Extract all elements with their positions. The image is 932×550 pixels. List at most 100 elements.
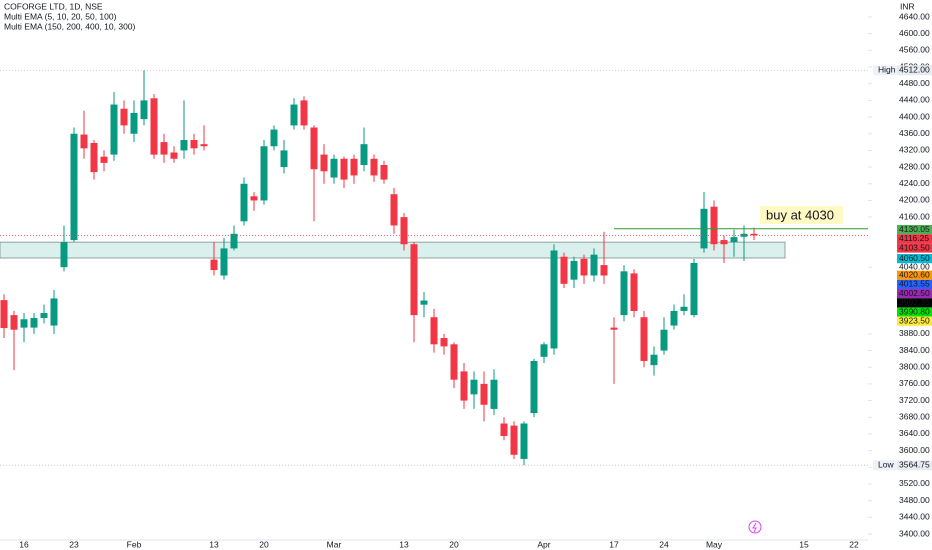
extreme-name-bg: [873, 65, 897, 76]
candle-body: [730, 237, 738, 243]
candle-body: [510, 425, 518, 455]
candle-body: [660, 329, 668, 351]
candle-body: [410, 244, 418, 316]
price-tag: [897, 254, 932, 264]
y-tick-label: 3720.00: [899, 395, 930, 405]
candle-body: [60, 242, 68, 268]
candle-body: [260, 146, 268, 201]
price-tag-label: 4060.50: [899, 253, 930, 263]
candle-body: [550, 250, 558, 349]
candle-body: [120, 108, 128, 126]
x-tick-label: Mar: [327, 539, 342, 549]
candle-body: [80, 134, 88, 149]
event-icon-bolt: [752, 522, 757, 533]
extreme-name: Low: [878, 460, 894, 470]
price-tag-label: 4020.60: [899, 269, 930, 279]
y-tick-label: 4040.00: [899, 261, 930, 271]
candle-body: [450, 344, 458, 380]
x-tick-label: 20: [259, 539, 269, 549]
price-tag: [897, 307, 932, 317]
candle-body: [140, 100, 148, 120]
extreme-value-bg: [897, 460, 932, 471]
currency-label: INR: [900, 1, 915, 11]
y-tick-label: 4240.00: [899, 178, 930, 188]
y-tick-label: 4320.00: [899, 145, 930, 155]
candle-body: [320, 154, 328, 172]
indicator-label: Multi EMA (150, 200, 400, 10, 300): [4, 21, 136, 31]
candle-body: [710, 206, 718, 245]
candle-body: [500, 423, 508, 437]
extreme-value: 4512.00: [899, 65, 930, 75]
candle-body: [400, 217, 408, 245]
candle-body: [110, 104, 118, 155]
x-tick-label: 17: [609, 539, 619, 549]
candle-body: [200, 144, 208, 147]
x-tick-label: 16: [19, 539, 29, 549]
candle-body: [20, 319, 28, 328]
candle-body: [40, 313, 48, 319]
y-tick-label: 4560.00: [899, 45, 930, 55]
annotation: buy at 4030: [766, 207, 834, 222]
candle-body: [480, 383, 488, 405]
y-tick-label: 4480.00: [899, 78, 930, 88]
x-tick-label: Apr: [537, 539, 550, 549]
candle-body: [90, 142, 98, 173]
x-tick-label: 15: [799, 539, 809, 549]
price-tag: [897, 243, 932, 253]
candle-body: [580, 258, 588, 276]
y-tick-label: 3480.00: [899, 495, 930, 505]
indicator-label: Multi EMA (5, 10, 20, 50, 100): [4, 11, 117, 21]
candle-body: [540, 344, 548, 357]
y-tick-label: 4360.00: [899, 128, 930, 138]
candle-body: [520, 423, 528, 459]
candle-body: [680, 306, 688, 311]
annotation-bg: [760, 206, 843, 224]
y-tick-label: 4640.00: [899, 11, 930, 21]
y-tick-label: 3800.00: [899, 361, 930, 371]
candle-body: [470, 379, 478, 395]
price-tag-label: 3992.35: [899, 297, 930, 307]
y-tick-label: 3400.00: [899, 528, 930, 538]
y-tick-label: 3840.00: [899, 345, 930, 355]
candle-body: [690, 262, 698, 316]
x-tick-label: May: [706, 539, 723, 549]
candle-body: [720, 240, 728, 245]
candle-body: [380, 165, 388, 180]
candle-body: [490, 379, 498, 409]
candle-body: [460, 371, 468, 401]
candle-body: [420, 300, 428, 305]
y-tick-label: 4160.00: [899, 211, 930, 221]
candle-body: [310, 127, 318, 170]
candle-body: [530, 360, 538, 414]
price-tag-label: 3990.80: [899, 306, 930, 316]
x-tick-label: 13: [209, 539, 219, 549]
candle-body: [220, 248, 228, 276]
y-tick-label: 3600.00: [899, 445, 930, 455]
candle-body: [0, 300, 8, 329]
candle-body: [270, 129, 278, 147]
candle-body: [630, 273, 638, 311]
candle-body: [640, 317, 648, 361]
candle-body: [390, 194, 398, 226]
price-tag-label: 4130.05: [899, 224, 930, 234]
candle-body: [370, 158, 378, 176]
price-tag-label: 4013.55: [899, 279, 930, 289]
candle-body: [100, 156, 108, 163]
y-tick-label: 4200.00: [899, 195, 930, 205]
y-tick-label: 4280.00: [899, 161, 930, 171]
candle-body: [230, 233, 238, 249]
x-tick-label: 22: [849, 539, 859, 549]
candle-body: [50, 298, 58, 326]
candle-body: [130, 112, 138, 134]
y-tick-label: 3680.00: [899, 412, 930, 422]
candle-body: [600, 265, 608, 276]
y-tick-label: 3640.00: [899, 428, 930, 438]
price-tag: [897, 316, 932, 326]
x-tick-label: 20: [449, 539, 459, 549]
candle-body: [160, 142, 168, 155]
event-icon[interactable]: [748, 520, 762, 534]
x-tick-label: 23: [69, 539, 79, 549]
candle-body: [570, 260, 578, 280]
candle-body: [340, 158, 348, 180]
extreme-name-bg: [873, 460, 897, 471]
